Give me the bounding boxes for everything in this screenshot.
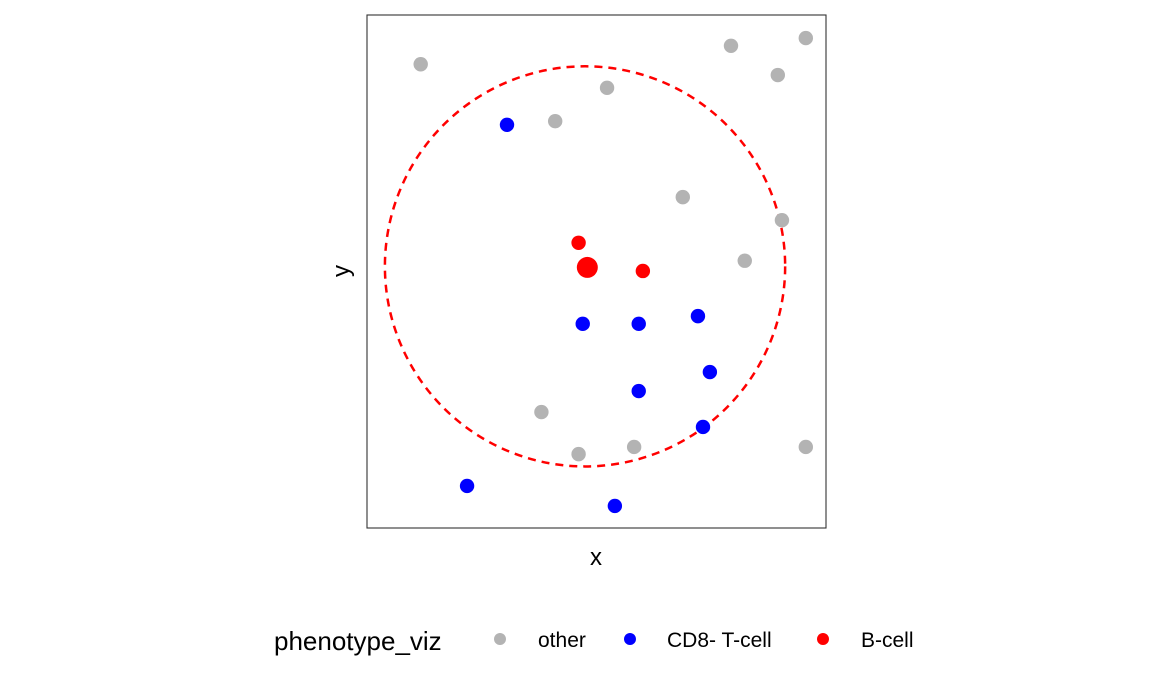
legend-item-cd8-t-cell: CD8- T-cell bbox=[624, 629, 772, 652]
legend-key-other bbox=[494, 633, 506, 645]
point-cd8-t-cell-1 bbox=[499, 117, 515, 132]
legend-key-b-cell bbox=[817, 633, 829, 645]
plot-panel-border bbox=[366, 14, 827, 529]
series-cd8-t-cell bbox=[459, 117, 718, 514]
y-axis-label: y bbox=[328, 265, 355, 277]
data-points-layer bbox=[413, 30, 814, 514]
point-b-cell-2 bbox=[635, 263, 651, 279]
legend-title: phenotype_viz bbox=[274, 626, 442, 656]
neighborhood-circle-layer bbox=[383, 65, 787, 468]
point-other-11 bbox=[571, 446, 586, 462]
legend-label-cd8-t-cell: CD8- T-cell bbox=[667, 629, 772, 652]
point-cd8-t-cell-4 bbox=[690, 308, 706, 324]
point-other-12 bbox=[626, 439, 642, 455]
point-other-5 bbox=[599, 80, 615, 96]
legend-label-other: other bbox=[538, 629, 586, 652]
point-other-8 bbox=[774, 213, 790, 228]
point-cd8-t-cell-7 bbox=[695, 419, 711, 435]
point-other-2 bbox=[723, 38, 739, 53]
point-other-6 bbox=[547, 113, 563, 129]
point-cd8-t-cell-6 bbox=[631, 383, 646, 399]
point-focal-b-cell bbox=[576, 256, 598, 278]
neighborhood-radius-circle bbox=[383, 65, 787, 468]
legend-label-b-cell: B-cell bbox=[861, 629, 914, 652]
series-other bbox=[413, 30, 814, 462]
legend-item-other: other bbox=[494, 629, 586, 652]
point-cd8-t-cell-9 bbox=[607, 498, 623, 514]
point-other-4 bbox=[770, 67, 786, 83]
legend-item-b-cell: B-cell bbox=[817, 629, 914, 652]
point-other-3 bbox=[798, 30, 814, 46]
point-other-9 bbox=[737, 253, 752, 268]
point-other-10 bbox=[534, 404, 549, 420]
point-cd8-t-cell-5 bbox=[702, 364, 718, 380]
point-other-7 bbox=[675, 189, 690, 205]
point-other-13 bbox=[798, 439, 814, 455]
point-other-1 bbox=[413, 57, 428, 72]
point-cd8-t-cell-8 bbox=[459, 478, 475, 494]
legend-key-cd8-t-cell bbox=[624, 633, 636, 645]
point-b-cell-1 bbox=[571, 235, 586, 250]
point-cd8-t-cell-2 bbox=[575, 316, 590, 332]
point-cd8-t-cell-3 bbox=[631, 316, 646, 332]
x-axis-label: x bbox=[590, 544, 602, 571]
series-b-cell bbox=[571, 235, 651, 279]
